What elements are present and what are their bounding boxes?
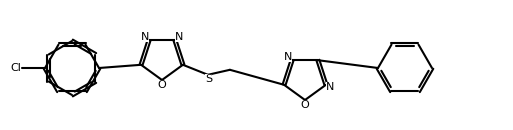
Text: O: O [301,99,309,109]
Text: N: N [141,32,149,42]
Text: N: N [175,32,183,42]
Text: O: O [157,80,166,89]
Text: N: N [284,52,292,62]
Text: S: S [205,74,212,84]
Text: N: N [326,82,334,92]
Text: Cl: Cl [11,63,22,73]
